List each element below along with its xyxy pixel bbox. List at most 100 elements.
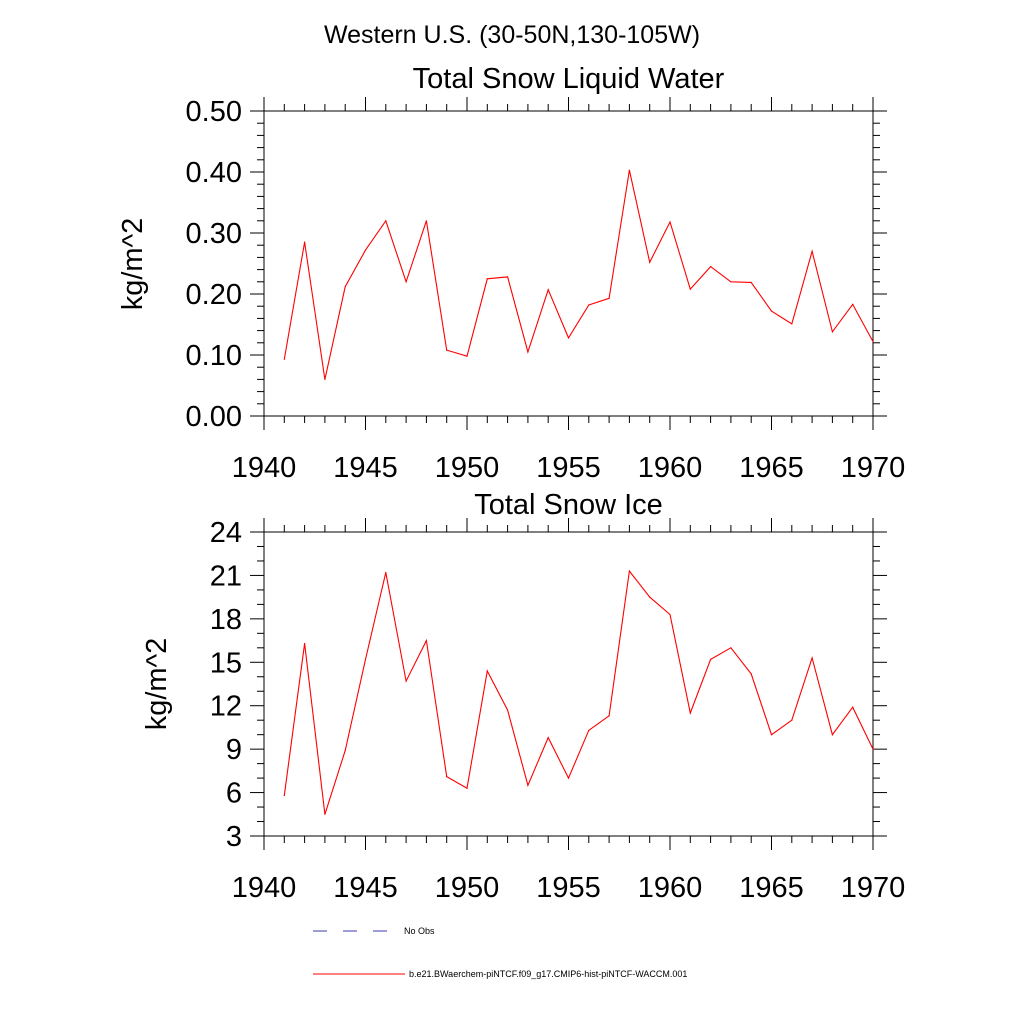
chart1-y-tick-label: 24 [210,517,242,549]
chart1-x-tick-label: 1960 [638,872,703,904]
chart1-x-tick-label: 1965 [739,872,804,904]
chart0-data-point [466,355,468,357]
chart0-data-point [385,220,387,222]
chart1-data-point [852,706,854,708]
chart1-y-tick-label: 6 [226,778,242,810]
chart1-x-tick-label: 1955 [536,872,601,904]
chart0-x-tick-label: 1940 [232,452,297,484]
legend-model-label: b.e21.BWaerchem-piNTCF.f09_g17.CMIP6-his… [409,969,687,979]
chart0-data-point [344,286,346,288]
chart1-data-point [527,784,529,786]
chart0-data-point [304,241,306,243]
chart0-data-point [730,281,732,283]
chart1-data-point [405,680,407,682]
chart0-data-point [283,358,285,360]
chart0-y-tick-label: 0.10 [186,340,242,372]
chart0-x-tick-label: 1965 [739,452,804,484]
chart1-data-point [770,734,773,736]
chart0-frame [263,110,874,417]
chart0-y-tick-label: 0.40 [186,157,242,189]
legend: No Obs b.e21.BWaerchem-piNTCF.f09_g17.CM… [313,926,687,979]
chart0-x-tick-label: 1950 [435,452,500,484]
chart0-data-point [425,220,427,222]
chart0-data-point [872,340,874,343]
chart1-data-point [567,777,570,779]
chart0-x-tick-label: 1970 [841,452,906,484]
chart1-y-tick-label: 3 [226,821,242,853]
chart1-data-point [547,736,549,739]
chart1-data-point [344,749,346,752]
chart1-data-point [608,715,610,717]
chart0-data-point [852,303,854,305]
chart0-data-point [446,349,448,351]
chart0-data-point [507,276,509,278]
chart1-data-point [750,673,752,675]
chart1-data-point [283,794,285,797]
chart1-data-point [831,734,834,736]
chart1-data-point [385,571,387,574]
chart1-series-line-0 [283,569,874,815]
chart0-data-point [527,351,529,353]
chart0-data-point [486,278,488,280]
chart0-data-point [649,261,651,263]
chart1-data-point [710,658,712,660]
chart1-y-tick-label: 18 [210,604,242,636]
chart1-data-point [364,658,367,660]
chart1-data-point [811,657,813,659]
chart1-frame [263,531,874,837]
chart1-x-tick-label: 1970 [841,872,906,904]
chart1-data-point [730,647,732,649]
chart0-x-tick-label: 1945 [333,452,398,484]
chart0-data-point [710,265,712,268]
chart1-y-axis-label: kg/m^2 [141,638,173,731]
chart0-title: Total Snow Liquid Water [413,63,725,95]
figure-title: Western U.S. (30-50N,130-105W) [324,21,700,49]
chart0-y-tick-label: 0.50 [186,96,242,128]
chart0-series-line-0 [283,170,874,380]
chart0-y-tick-label: 0.00 [186,401,242,433]
chart1-data-point [304,642,306,645]
chart1-data-point [791,719,793,721]
chart1-data-point [588,729,590,731]
chart1-data-point [669,613,671,616]
chart1-y-tick-label: 15 [210,647,242,679]
chart1-y-tick-label: 12 [210,691,242,723]
legend-no-obs-label: No Obs [404,926,435,936]
chart0-data-point [364,249,367,251]
chart0-data-point [547,289,549,291]
chart1-data-point [872,748,874,750]
chart0-data-point [811,250,813,252]
chart0-data-point [324,378,326,380]
plot-snow-liquid-water: Total Snow Liquid Water 1940 1945 1950 1955 1… [117,63,905,484]
chart0-data-point [608,297,610,299]
chart0-y-tick-label: 0.30 [186,218,242,250]
chart0-data-point [628,169,631,171]
chart1-data-point [689,712,691,714]
chart1-y-tick-label: 21 [210,560,242,592]
plot-snow-ice: Total Snow Ice 1940 1945 1950 1955 1960 1965 19… [141,489,905,904]
chart0-x-tick-label: 1960 [638,452,703,484]
chart1-y-tick-label: 9 [226,734,242,766]
chart1-data-point [466,787,468,789]
chart0-data-point [567,337,570,339]
chart1-data-point [425,639,427,642]
chart0-y-axis-label: kg/m^2 [117,218,149,311]
chart1-x-tick-label: 1945 [333,872,398,904]
chart1-x-tick-label: 1950 [435,872,500,904]
chart0-data-point [405,281,407,283]
chart1-data-point [628,570,631,572]
chart0-data-point [689,288,691,290]
chart1-title: Total Snow Ice [474,489,663,521]
chart0-data-point [588,304,590,306]
chart1-data-point [486,670,488,672]
chart0-data-point [669,221,671,223]
chart1-data-point [324,813,326,815]
chart0-data-point [770,310,773,312]
chart1-data-point [649,596,651,598]
chart0-data-point [831,331,834,333]
chart0-x-tick-label: 1955 [536,452,601,484]
chart0-data-point [791,323,793,325]
chart1-x-tick-label: 1940 [232,872,297,904]
chart1-data-point [446,776,448,778]
